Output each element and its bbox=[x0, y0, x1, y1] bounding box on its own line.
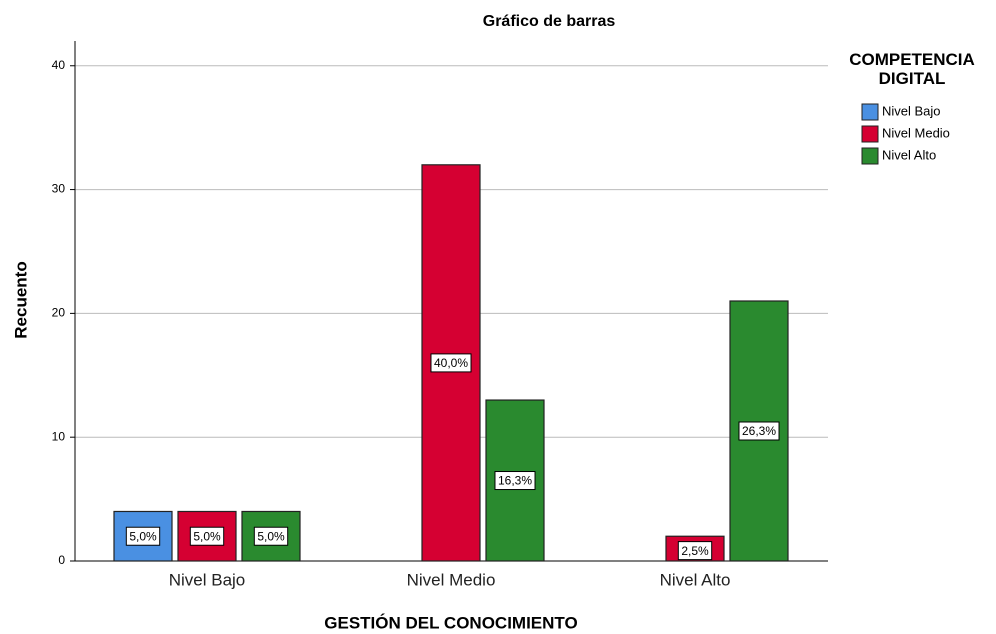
legend-title: COMPETENCIA DIGITAL bbox=[849, 50, 975, 88]
data-label: 5,0% bbox=[129, 529, 157, 543]
legend-label: Nivel Bajo bbox=[882, 103, 941, 118]
data-label-box bbox=[677, 541, 713, 561]
data-label-box bbox=[738, 421, 780, 441]
y-tick-label: 10 bbox=[52, 429, 66, 443]
data-label-box bbox=[494, 471, 536, 491]
data-label: 2,5% bbox=[681, 544, 709, 558]
x-tick-label: Nivel Medio bbox=[407, 570, 496, 589]
data-label-box bbox=[253, 526, 289, 546]
x-axis-label: GESTIÓN DEL CONOCIMIENTO bbox=[324, 613, 577, 632]
y-axis-label: Recuento bbox=[11, 261, 30, 338]
data-label-box bbox=[189, 526, 225, 546]
x-tick-label: Nivel Alto bbox=[660, 570, 731, 589]
legend-label: Nivel Alto bbox=[882, 147, 936, 162]
data-label: 26,3% bbox=[742, 424, 776, 438]
legend-swatch bbox=[861, 147, 879, 165]
y-tick-label: 30 bbox=[52, 182, 66, 196]
data-label: 5,0% bbox=[193, 529, 221, 543]
data-label: 16,3% bbox=[498, 474, 532, 488]
chart-title: Gráfico de barras bbox=[483, 13, 616, 30]
data-label-box bbox=[125, 526, 161, 546]
x-tick-label: Nivel Bajo bbox=[169, 570, 246, 589]
y-tick-label: 20 bbox=[52, 306, 66, 320]
legend-swatch bbox=[861, 125, 879, 143]
data-label: 5,0% bbox=[257, 529, 285, 543]
data-label-box bbox=[430, 353, 472, 373]
y-tick-label: 40 bbox=[52, 58, 66, 72]
legend-swatch bbox=[861, 103, 879, 121]
data-label: 40,0% bbox=[434, 356, 468, 370]
legend-label: Nivel Medio bbox=[882, 125, 950, 140]
y-tick-label: 0 bbox=[58, 553, 65, 567]
